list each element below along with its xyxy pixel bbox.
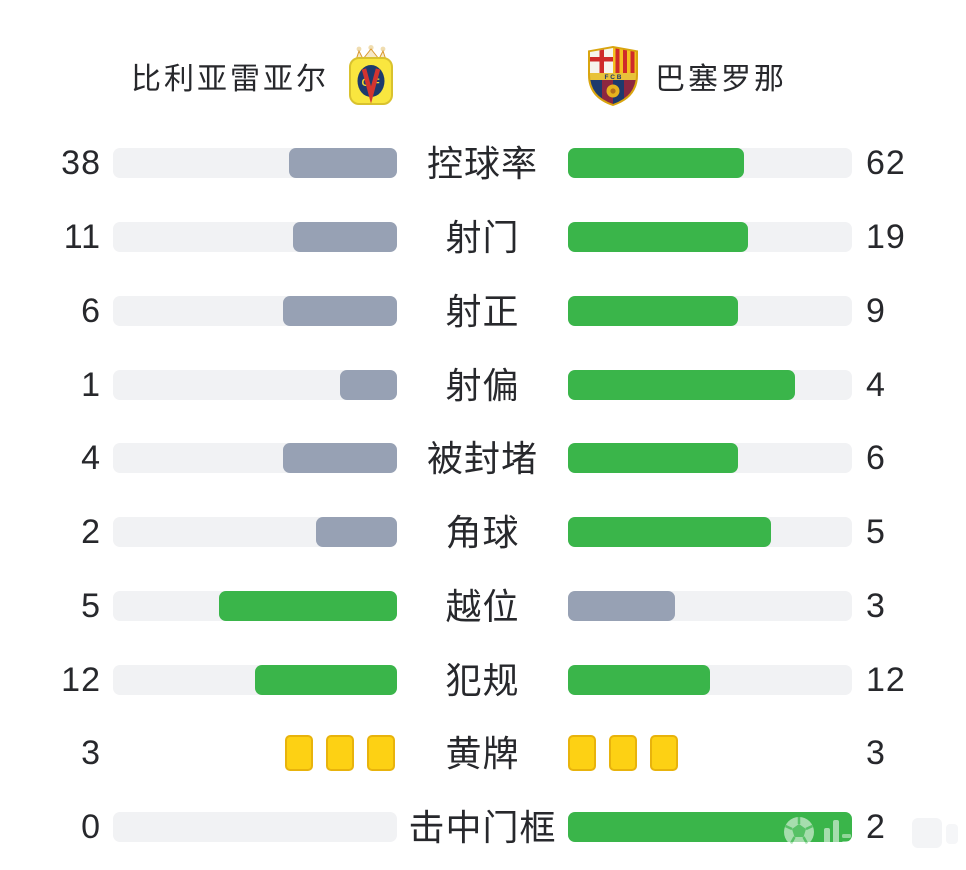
home-bar-track <box>113 296 397 326</box>
home-bar-fill <box>283 296 397 326</box>
stat-row: 38 控球率 62 <box>0 143 966 184</box>
away-bar-track <box>568 296 852 326</box>
away-bar-fill <box>568 443 738 473</box>
away-bar-fill <box>568 296 738 326</box>
home-bar-track <box>113 665 397 695</box>
stat-row: 11 射门 19 <box>0 217 966 258</box>
yellow-card-icon <box>609 735 637 771</box>
home-stat-value: 2 <box>81 513 101 551</box>
home-bar-fill <box>283 443 397 473</box>
away-bar-fill <box>568 148 744 178</box>
villarreal-crest-icon: C F <box>349 45 393 105</box>
home-yellow-cards <box>285 735 395 771</box>
away-bar-track <box>568 591 852 621</box>
away-bar-track <box>568 443 852 473</box>
away-stat-value: 6 <box>866 439 886 477</box>
home-team-name: 比利亚雷亚尔 <box>131 63 329 96</box>
home-stat-value: 12 <box>61 661 101 699</box>
stat-row: 1 射偏 4 <box>0 365 966 406</box>
away-bar-track <box>568 665 852 695</box>
stat-row: 0 击中门框 2 <box>0 807 966 848</box>
away-bar-fill <box>568 370 795 400</box>
away-stat-value: 19 <box>866 218 906 256</box>
away-stat-value: 3 <box>866 587 886 625</box>
barcelona-crest-icon: F C B <box>588 46 638 106</box>
stat-row: 5 越位 3 <box>0 586 966 627</box>
home-bar-track <box>113 591 397 621</box>
home-bar-track <box>113 222 397 252</box>
home-bar-fill <box>293 222 397 252</box>
home-bar-track <box>113 443 397 473</box>
home-bar-track <box>113 812 397 842</box>
home-stat-value: 5 <box>81 587 101 625</box>
away-stat-value: 62 <box>866 144 906 182</box>
stat-row: 4 被封堵 6 <box>0 438 966 479</box>
home-stat-value: 6 <box>81 292 101 330</box>
stat-label: 控球率 <box>426 143 538 184</box>
stat-label: 射门 <box>445 217 520 258</box>
home-bar-fill <box>316 517 397 547</box>
stat-row: 12 犯规 12 <box>0 660 966 701</box>
stat-row: 3 黄牌 3 <box>0 733 966 774</box>
away-bar-track <box>568 370 852 400</box>
yellow-card-icon <box>285 735 313 771</box>
yellow-card-icon <box>650 735 678 771</box>
stat-label: 黄牌 <box>445 733 520 774</box>
home-stat-value: 38 <box>61 144 101 182</box>
home-bar-fill <box>289 148 397 178</box>
away-stat-value: 2 <box>866 808 886 846</box>
yellow-card-icon <box>568 735 596 771</box>
away-stat-value: 9 <box>866 292 886 330</box>
away-stat-value: 3 <box>866 734 886 772</box>
home-stat-value: 4 <box>81 439 101 477</box>
away-bar-track <box>568 222 852 252</box>
away-bar-fill <box>568 665 710 695</box>
svg-text:F C B: F C B <box>605 74 622 81</box>
away-stat-value: 12 <box>866 661 906 699</box>
home-bar-fill <box>219 591 397 621</box>
home-bar-fill <box>255 665 397 695</box>
stat-label: 击中门框 <box>408 807 557 848</box>
away-stat-value: 4 <box>866 366 886 404</box>
home-bar-track <box>113 370 397 400</box>
stat-label: 射偏 <box>445 365 520 406</box>
home-bar-track <box>113 517 397 547</box>
away-bar-fill <box>568 517 771 547</box>
stat-label: 射正 <box>445 291 520 332</box>
stat-label: 越位 <box>445 586 520 627</box>
home-bar-fill <box>340 370 397 400</box>
away-bar-track <box>568 148 852 178</box>
away-bar-fill <box>568 222 748 252</box>
home-stat-value: 0 <box>81 808 101 846</box>
home-bar-track <box>113 148 397 178</box>
away-bar-fill <box>568 812 852 842</box>
away-team-header: F C B 巴塞罗那 <box>587 42 787 110</box>
stat-label: 角球 <box>445 512 520 553</box>
away-bar-fill <box>568 591 675 621</box>
home-team-header: 比利亚雷亚尔 C F <box>131 42 397 110</box>
stat-row: 6 射正 9 <box>0 291 966 332</box>
home-stat-value: 3 <box>81 734 101 772</box>
yellow-card-icon <box>326 735 354 771</box>
away-stat-value: 5 <box>866 513 886 551</box>
stat-label: 被封堵 <box>426 438 538 479</box>
yellow-card-icon <box>367 735 395 771</box>
stat-label: 犯规 <box>445 660 520 701</box>
away-bar-track <box>568 517 852 547</box>
away-bar-track <box>568 812 852 842</box>
home-stat-value: 1 <box>81 366 101 404</box>
stat-row: 2 角球 5 <box>0 512 966 553</box>
away-team-name: 巴塞罗那 <box>655 63 787 96</box>
away-yellow-cards <box>568 735 678 771</box>
home-stat-value: 11 <box>63 218 101 256</box>
